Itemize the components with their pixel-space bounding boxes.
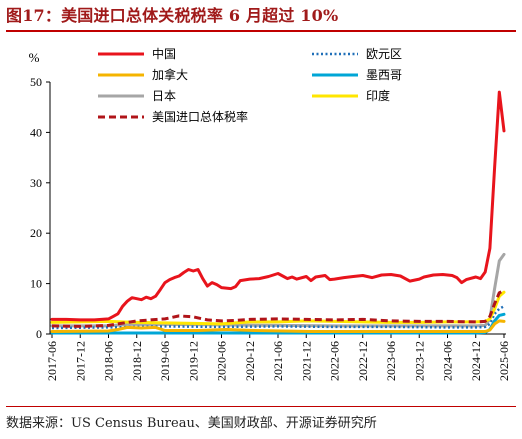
source-note: 数据来源：US Census Bureau、美国财政部、开源证券研究所 (6, 416, 377, 431)
legend-item: 日本 (98, 89, 176, 103)
x-tick-label: 2017-12 (73, 341, 87, 381)
x-tick-label: 2022-06 (328, 341, 342, 381)
figure-title: 图17：美国进口总体关税税率 6 月超过 10% (6, 6, 339, 25)
legend-item: 欧元区 (312, 47, 402, 61)
x-tick-label: 2020-06 (215, 341, 229, 381)
legend-item: 中国 (98, 46, 176, 61)
legend-label: 美国进口总体税率 (152, 109, 248, 124)
x-tick-label: 2019-12 (186, 341, 200, 381)
x-tick-label: 2019-06 (158, 341, 172, 381)
x-tick-label: 2023-12 (412, 341, 426, 381)
x-tick-label: 2021-12 (299, 341, 313, 381)
series-line-加拿大 (50, 319, 506, 333)
x-tick-label: 2020-12 (243, 341, 257, 381)
legend-label: 中国 (152, 46, 176, 61)
x-tick-label: 2024-06 (441, 341, 455, 381)
legend-label: 印度 (366, 88, 390, 103)
source-rule (6, 406, 516, 407)
x-tick-label: 2018-12 (130, 341, 144, 381)
legend-item: 加拿大 (98, 67, 188, 82)
tariff-line-chart: 0 10 20 30 40 50% 2017-06 2017-12 2018-06 2018-12… (29, 46, 511, 381)
series-lines (50, 90, 506, 335)
y-axis-unit: % (29, 50, 40, 65)
legend-item: 墨西哥 (312, 68, 402, 82)
y-tick-label: 50 (30, 75, 42, 89)
title-rule (6, 30, 516, 32)
legend-label: 欧元区 (366, 47, 402, 61)
legend-item: 美国进口总体税率 (98, 109, 248, 124)
series-line-欧元区 (51, 305, 505, 330)
x-tick-label: 2023-06 (384, 341, 398, 381)
x-tick-label: 2025-06 (497, 341, 511, 381)
y-tick-label: 10 (30, 277, 42, 291)
y-tick-label: 40 (30, 125, 42, 139)
x-tick-label: 2018-06 (102, 341, 116, 381)
y-tick-label: 0 (36, 327, 42, 341)
x-tick-label: 2017-06 (45, 341, 59, 381)
series-line-美国进口总体税率 (51, 289, 505, 328)
legend-item: 印度 (312, 88, 390, 103)
x-tick-label: 2021-06 (271, 341, 285, 381)
y-tick-label: 30 (30, 176, 42, 190)
legend-label: 日本 (152, 89, 176, 103)
legend-label: 加拿大 (152, 67, 188, 82)
series-line-中国 (50, 90, 506, 322)
y-tick-label: 20 (30, 226, 42, 240)
series-line-日本 (50, 252, 506, 328)
x-tick-label: 2022-12 (356, 341, 370, 381)
x-tick-label: 2024-12 (469, 341, 483, 381)
legend-label: 墨西哥 (366, 68, 402, 82)
axes: 0 10 20 30 40 50% 2017-06 2017-12 2018-06 2018-12… (29, 50, 511, 381)
